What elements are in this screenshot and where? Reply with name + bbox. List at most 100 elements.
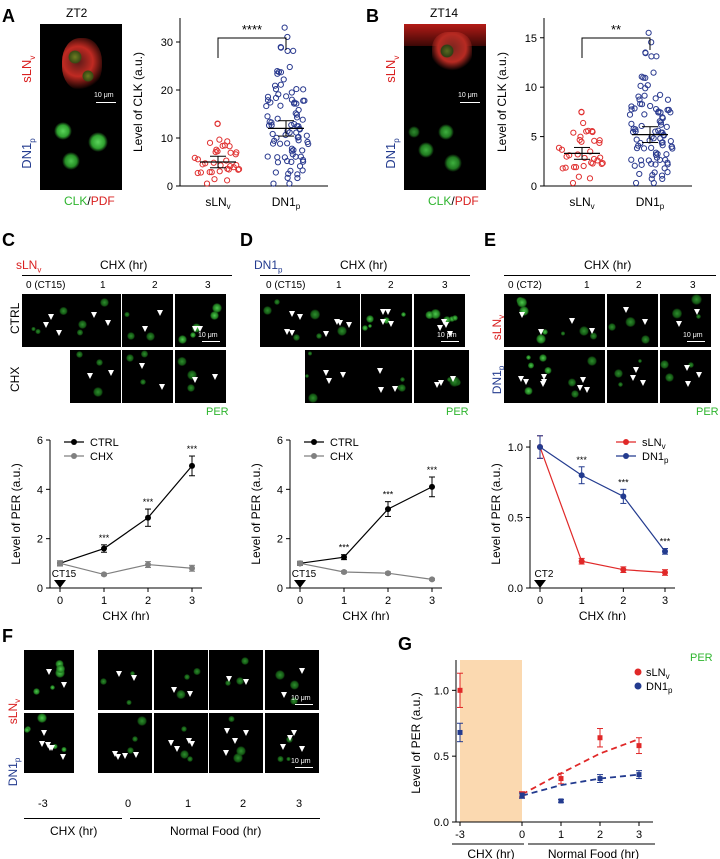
data-point	[647, 102, 654, 110]
data-point	[277, 44, 284, 51]
cell-signal	[187, 756, 194, 763]
data-point	[658, 172, 666, 179]
time-marker-label: CT15	[292, 569, 317, 580]
cell-signal	[100, 298, 110, 307]
arrowhead	[622, 307, 629, 314]
data-point	[589, 160, 596, 167]
data-point	[288, 148, 296, 155]
arrowhead	[580, 376, 587, 383]
data-point	[214, 120, 221, 128]
data-point	[280, 76, 287, 83]
cell-signal	[516, 297, 527, 308]
data-point	[598, 160, 605, 168]
arrowhead	[298, 745, 305, 752]
data-point	[295, 137, 302, 144]
data-point	[217, 162, 224, 169]
micrograph-d-ctrl-3: 10 μm	[414, 294, 465, 347]
cell-signal	[524, 386, 533, 396]
row-label-slnv: sLNv	[5, 698, 23, 725]
legend-label: CTRL	[330, 437, 359, 449]
cell-signal	[126, 332, 135, 340]
data-point	[640, 145, 648, 152]
data-point	[645, 29, 652, 36]
arrowhead	[519, 311, 526, 318]
data-point	[288, 89, 295, 96]
y-axis-label: Level of CLK (a.u.)	[131, 52, 145, 152]
arrowhead	[46, 745, 53, 752]
arrowhead	[449, 375, 456, 382]
data-point	[219, 142, 226, 149]
data-point	[663, 123, 670, 130]
arrowhead	[286, 735, 293, 742]
data-point	[264, 153, 271, 160]
data-point	[214, 148, 221, 155]
arrowhead	[231, 738, 238, 745]
col-label: 3	[205, 280, 211, 291]
header-rule	[260, 275, 470, 276]
data-point	[263, 102, 270, 110]
micrograph-b-dn1p	[404, 108, 486, 190]
series-line	[59, 465, 193, 564]
cell-signal	[24, 726, 31, 733]
arrowhead	[433, 382, 440, 389]
x-tick-label: 1	[341, 595, 347, 607]
data-point	[284, 140, 291, 147]
arrowhead	[323, 370, 329, 377]
y-tick-label: 15	[525, 33, 537, 45]
data-point	[642, 74, 649, 81]
data-point	[216, 136, 223, 143]
data-point	[626, 111, 634, 118]
x-axis-label: CHX (hr)	[579, 609, 626, 620]
data-point	[303, 132, 310, 139]
cell-signal	[129, 670, 135, 676]
significance-stars: **	[611, 22, 621, 37]
cell-signal	[192, 667, 201, 676]
data-point	[457, 729, 463, 735]
arrowhead	[284, 328, 291, 335]
series-line	[539, 446, 666, 574]
x-axis-label-normal-food: Normal Food (hr)	[548, 847, 639, 859]
data-point	[636, 743, 642, 749]
time-marker	[294, 580, 306, 588]
arrowhead	[288, 330, 295, 337]
micrograph-c-ctrl-2	[122, 294, 173, 347]
row-label-chx: CHX	[8, 366, 22, 392]
data-point	[299, 116, 306, 123]
arrowhead	[339, 372, 346, 379]
y-tick-label: 0.5	[508, 513, 523, 525]
cell-signal	[187, 384, 195, 393]
data-point	[270, 180, 277, 187]
data-point	[264, 93, 272, 100]
micrograph-f-slnv-1	[98, 650, 152, 710]
cell-signal	[336, 325, 347, 336]
micrograph-f-slnv-3	[209, 650, 263, 710]
cell-signal	[126, 699, 132, 706]
scale-bar	[295, 704, 313, 705]
arrowhead	[288, 311, 295, 318]
arrowhead	[392, 386, 399, 393]
data-point	[645, 157, 652, 164]
cell-signal	[526, 355, 531, 361]
chart-c: 0 2 4 6 0 1 2 3 CHX (hr) Level of PER (a.u.) CT15 *…	[9, 435, 202, 620]
cell-signal	[399, 376, 406, 383]
cell-signal	[696, 314, 702, 320]
data-point	[663, 151, 670, 158]
scale-bar	[687, 341, 705, 342]
col-label: 1	[584, 280, 590, 291]
cell-signal	[665, 373, 675, 382]
arrowhead	[387, 320, 394, 327]
data-point	[281, 154, 288, 161]
axis-rule	[130, 818, 320, 819]
arrowhead	[222, 750, 229, 757]
x-tick-label: 3	[429, 595, 435, 607]
cell-signal	[52, 743, 58, 750]
arrowhead	[142, 325, 149, 332]
cell-signal	[126, 353, 135, 363]
cell-signal	[77, 329, 84, 336]
series-line	[299, 486, 433, 564]
data-point	[654, 150, 661, 158]
chart-g: 0.0 0.5 1.0 -3 0 1 2 3 CHX (hr) Normal Food (hr) L…	[409, 660, 673, 859]
y-tick-label: 30	[161, 37, 173, 49]
data-point	[299, 156, 307, 164]
data-point	[572, 164, 580, 171]
